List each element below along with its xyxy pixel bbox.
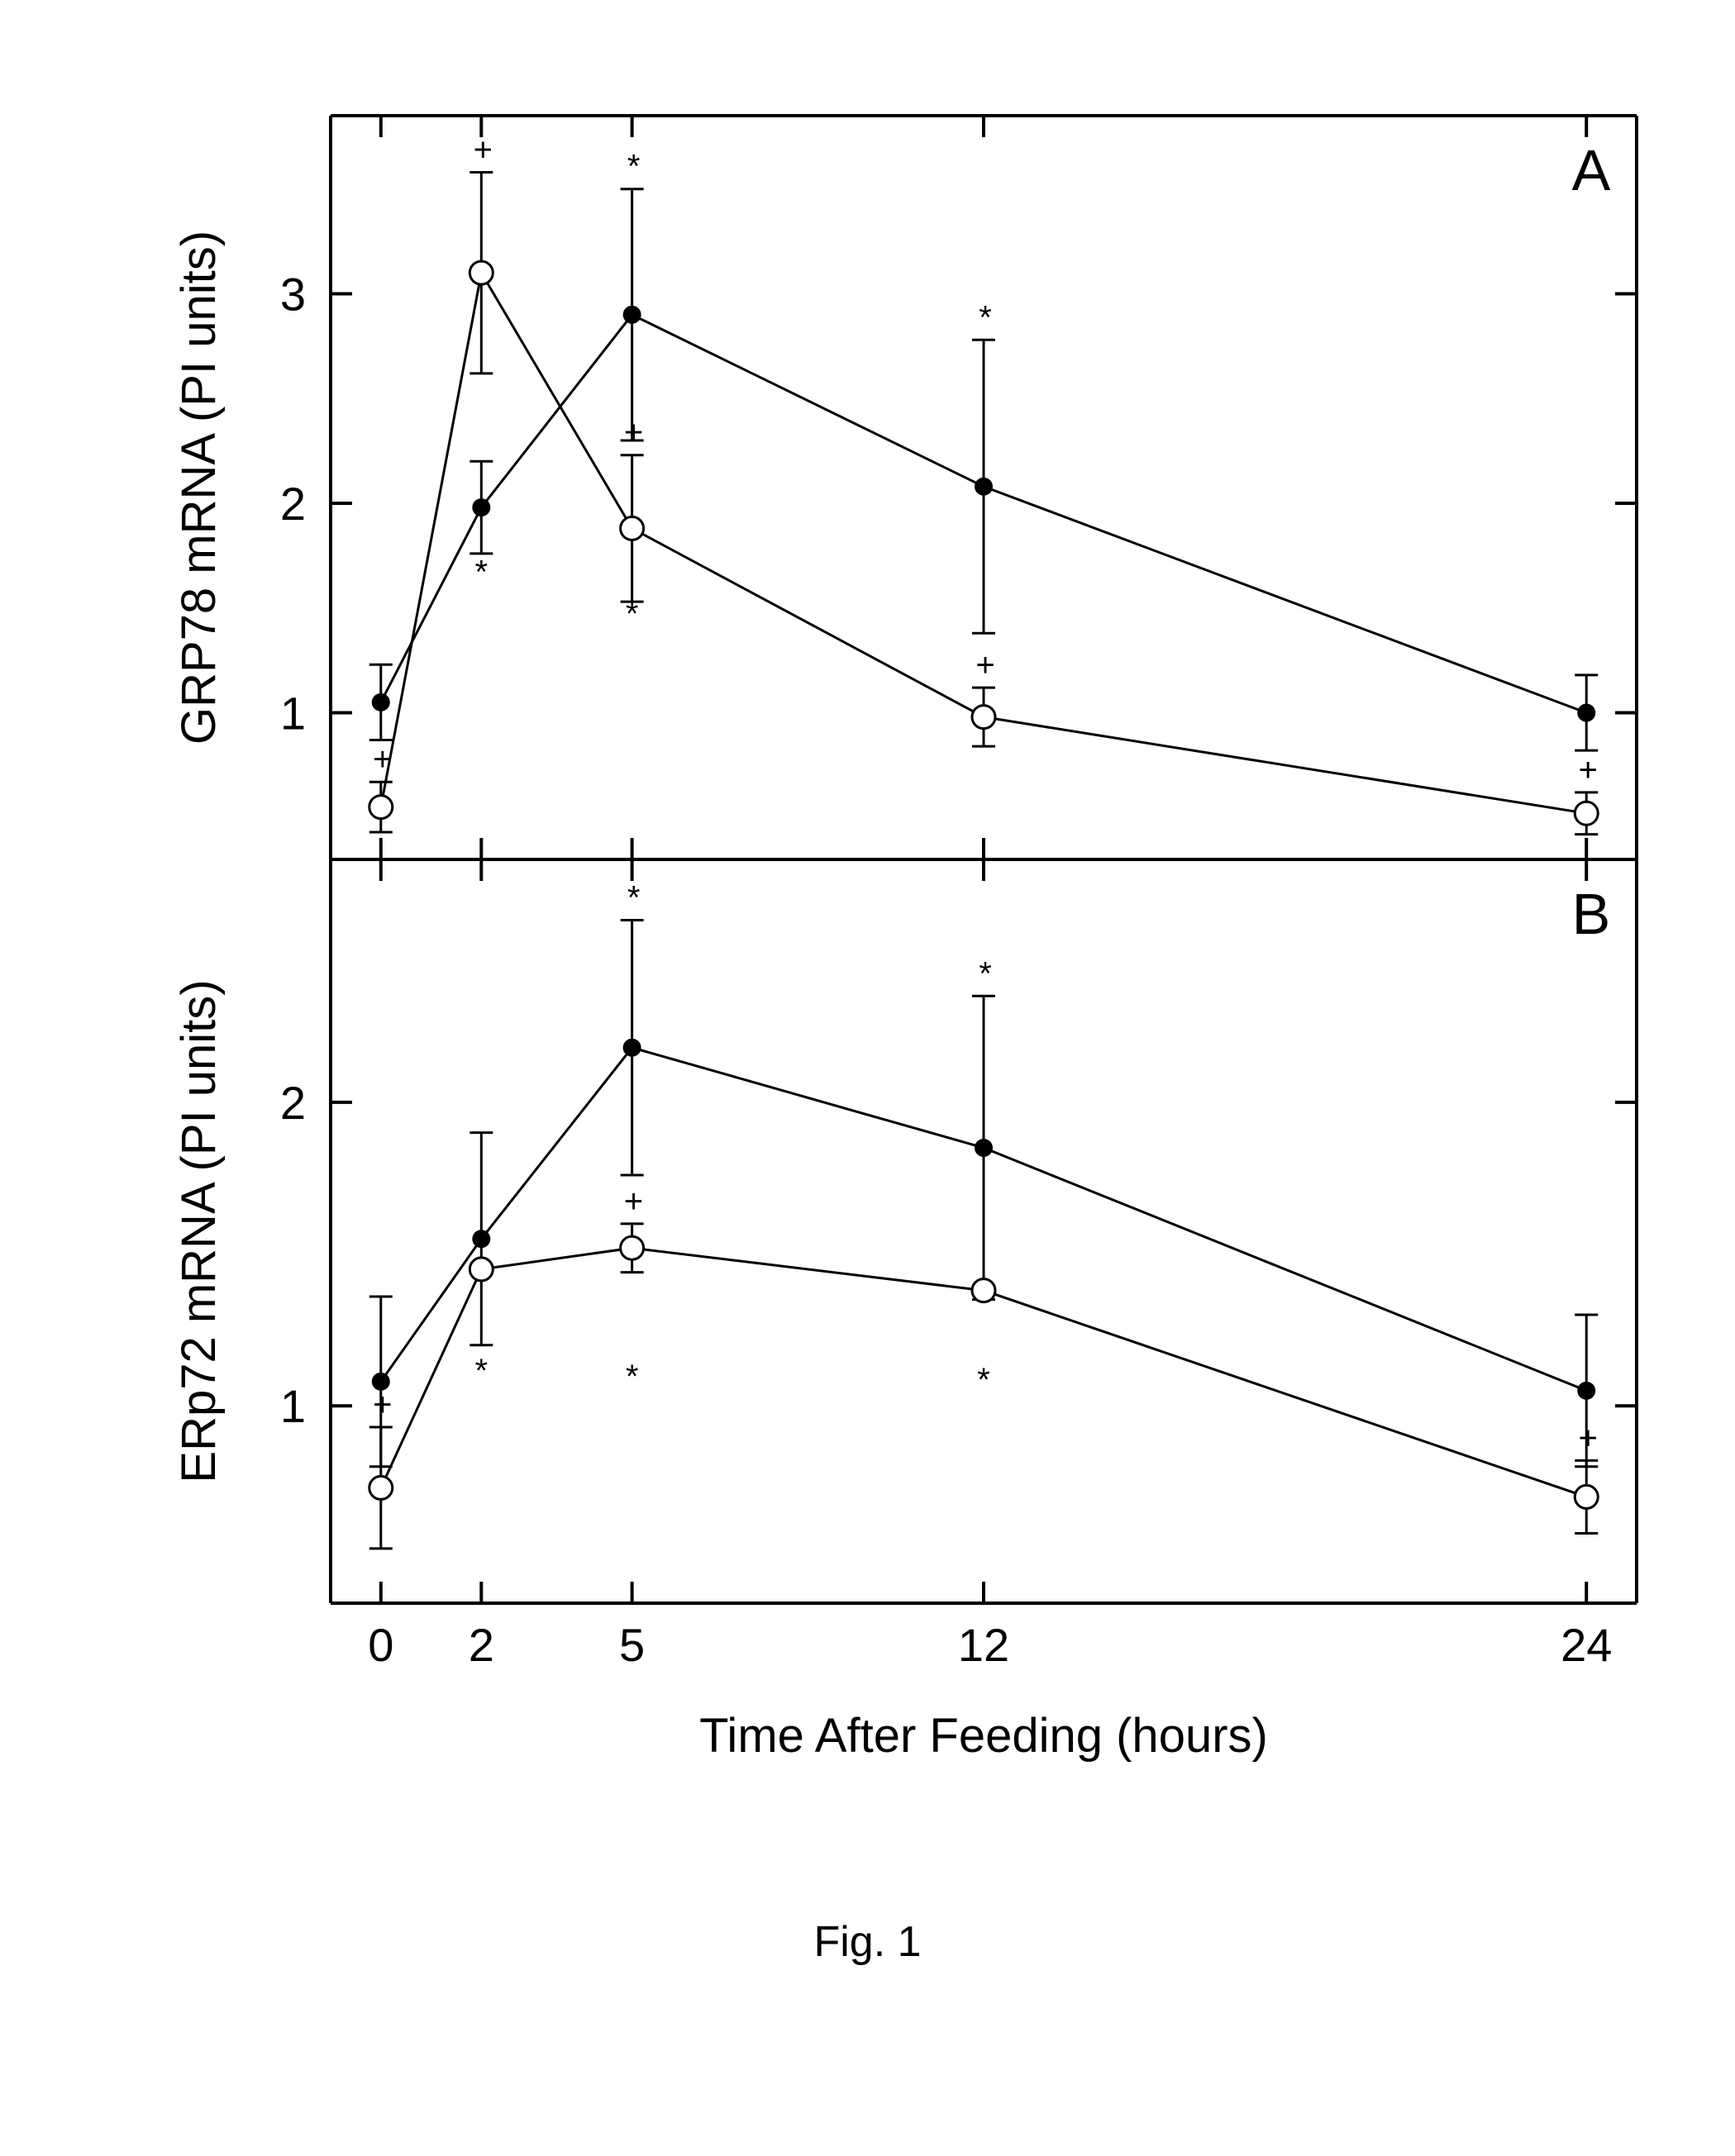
svg-text:+: + xyxy=(373,741,392,778)
chart-container: 123GRP78 mRNA (PI units)A**+++++**12ERp7… xyxy=(132,66,1670,1773)
svg-text:24: 24 xyxy=(1561,1619,1612,1671)
svg-text:A: A xyxy=(1572,138,1611,202)
figure-label: Fig. 1 xyxy=(813,1917,921,1967)
svg-text:+: + xyxy=(474,131,493,168)
svg-text:+: + xyxy=(1579,1420,1598,1456)
svg-text:*: * xyxy=(627,879,641,916)
chart-svg: 123GRP78 mRNA (PI units)A**+++++**12ERp7… xyxy=(132,66,1670,1768)
svg-text:2: 2 xyxy=(280,1077,306,1129)
svg-text:GRP78 mRNA (PI units): GRP78 mRNA (PI units) xyxy=(172,231,226,745)
svg-text:*: * xyxy=(626,596,639,632)
svg-text:2: 2 xyxy=(469,1619,494,1671)
svg-text:+: + xyxy=(624,1183,643,1220)
svg-text:*: * xyxy=(626,1359,639,1395)
svg-text:3: 3 xyxy=(280,268,306,320)
svg-text:ERp72 mRNA (PI units): ERp72 mRNA (PI units) xyxy=(172,979,226,1483)
svg-text:*: * xyxy=(475,554,489,590)
svg-text:*: * xyxy=(627,149,641,185)
svg-text:+: + xyxy=(373,1387,392,1423)
svg-text:2: 2 xyxy=(280,478,306,530)
svg-text:1: 1 xyxy=(280,1380,306,1432)
svg-text:B: B xyxy=(1572,882,1611,946)
page-root: 123GRP78 mRNA (PI units)A**+++++**12ERp7… xyxy=(0,0,1735,2156)
svg-text:+: + xyxy=(1579,752,1598,788)
svg-text:12: 12 xyxy=(958,1619,1009,1671)
svg-text:0: 0 xyxy=(368,1619,393,1671)
svg-text:5: 5 xyxy=(619,1619,645,1671)
svg-text:*: * xyxy=(977,1362,990,1398)
svg-text:+: + xyxy=(624,415,643,451)
svg-text:1: 1 xyxy=(280,688,306,740)
svg-text:*: * xyxy=(979,299,992,336)
svg-text:*: * xyxy=(475,1353,489,1389)
svg-text:Time After Feeding (hours): Time After Feeding (hours) xyxy=(699,1709,1268,1763)
svg-text:+: + xyxy=(975,647,994,683)
svg-text:*: * xyxy=(979,955,992,992)
